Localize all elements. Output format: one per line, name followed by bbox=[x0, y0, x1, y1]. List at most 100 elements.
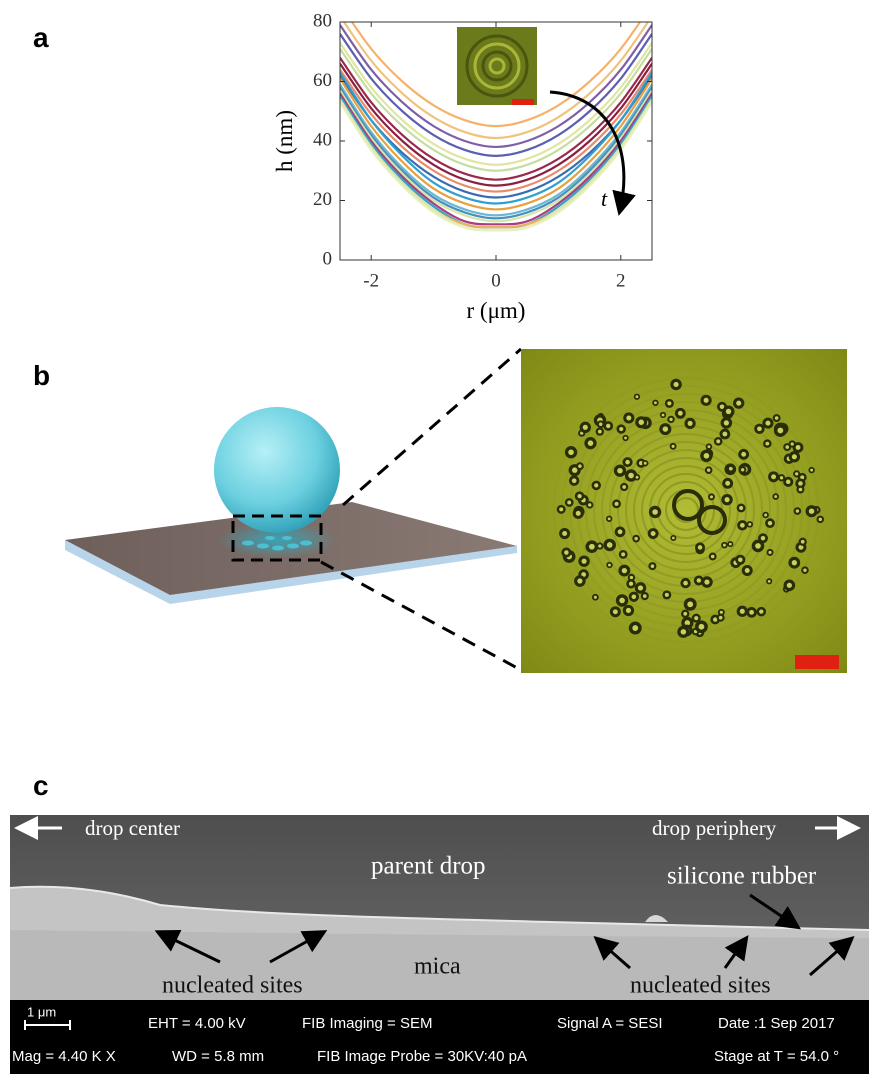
figure: a b c 020406080-202t h (nm) r (μm) drop … bbox=[0, 0, 869, 1074]
bubble-center bbox=[786, 480, 791, 485]
bubble-center bbox=[809, 508, 814, 513]
bubble-center bbox=[749, 610, 754, 615]
bubble-center bbox=[694, 616, 698, 620]
bubble-center bbox=[639, 420, 644, 425]
scale-bar bbox=[512, 99, 534, 105]
bubble-center bbox=[707, 445, 710, 448]
info-text: Date :1 Sep 2017 bbox=[718, 1015, 835, 1032]
bubble-center bbox=[683, 612, 687, 616]
annotation: parent drop bbox=[371, 853, 486, 880]
bubble-center bbox=[651, 531, 656, 536]
bubble-center bbox=[652, 509, 658, 515]
bubble-center bbox=[634, 537, 637, 540]
bubble-center bbox=[765, 442, 769, 446]
bubble-center bbox=[796, 445, 801, 450]
bubble-center bbox=[798, 481, 803, 486]
bubble-center bbox=[716, 439, 720, 443]
bubble-center bbox=[710, 495, 713, 498]
bubble-center bbox=[667, 401, 671, 405]
zoom-line bbox=[321, 562, 521, 670]
bubble-center bbox=[618, 529, 623, 534]
bubble-center bbox=[613, 609, 618, 614]
bubble-center bbox=[576, 511, 581, 516]
bubble-center bbox=[598, 430, 602, 434]
bubble-center bbox=[630, 576, 633, 579]
bubble-center bbox=[741, 468, 744, 471]
bubble-center bbox=[559, 507, 563, 511]
bubble-center bbox=[741, 452, 746, 457]
bubble-center bbox=[583, 425, 588, 430]
micrograph bbox=[521, 349, 847, 673]
bubble-center bbox=[608, 564, 611, 567]
zoom-line bbox=[343, 349, 521, 505]
bubble-center bbox=[598, 544, 601, 547]
bubble-center bbox=[738, 557, 743, 562]
bubble-center bbox=[687, 601, 693, 607]
scale-bar bbox=[795, 655, 839, 669]
bubble-center bbox=[626, 415, 631, 420]
bubble-center bbox=[791, 442, 794, 445]
bubble-center bbox=[796, 509, 799, 512]
bubble-center bbox=[678, 411, 683, 416]
bubble-center bbox=[619, 427, 623, 431]
y-tick-label: 20 bbox=[313, 189, 332, 210]
bubble-center bbox=[643, 594, 647, 598]
annotation: silicone rubber bbox=[667, 863, 817, 890]
annotation: drop center bbox=[85, 816, 180, 840]
bubble-center bbox=[588, 503, 591, 506]
panel-label: c bbox=[33, 770, 49, 801]
annotation: mica bbox=[414, 954, 461, 980]
bubble-center bbox=[801, 540, 805, 544]
bubble-center bbox=[594, 596, 597, 599]
bubble-center bbox=[724, 420, 729, 425]
bubble-center bbox=[594, 483, 598, 487]
bubble-center bbox=[768, 580, 771, 583]
panel-label: b bbox=[33, 360, 50, 391]
bubble-center bbox=[608, 517, 611, 520]
y-tick-label: 40 bbox=[313, 129, 332, 150]
annotation: nucleated sites bbox=[630, 973, 771, 999]
bubble-center bbox=[810, 469, 813, 472]
bubble-center bbox=[765, 421, 770, 426]
bubble-center bbox=[606, 424, 610, 428]
bubble-center bbox=[740, 609, 745, 614]
bubble-center bbox=[663, 426, 668, 431]
bubble-center bbox=[672, 445, 675, 448]
bubble-center bbox=[607, 542, 613, 548]
bubble-center bbox=[723, 544, 726, 547]
bubble-center bbox=[799, 488, 803, 492]
bubble-center bbox=[711, 555, 715, 559]
bubble-center bbox=[625, 460, 630, 465]
info-text: 1 μm bbox=[27, 1004, 56, 1019]
panel-label: a bbox=[33, 22, 49, 53]
bubble-center bbox=[720, 611, 723, 614]
bubble-center bbox=[729, 467, 733, 471]
bubble-center bbox=[755, 543, 761, 549]
x-axis-label: r (μm) bbox=[467, 298, 526, 323]
bubble-center bbox=[780, 476, 783, 479]
drop bbox=[214, 407, 340, 533]
bubble-center bbox=[726, 409, 731, 414]
bubble-center bbox=[707, 468, 710, 471]
bubble-center bbox=[568, 449, 574, 455]
bubble-center bbox=[622, 568, 627, 573]
bubble-center bbox=[729, 543, 732, 546]
bubble-center bbox=[589, 544, 595, 550]
bubble-center bbox=[761, 536, 765, 540]
info-text: EHT = 4.00 kV bbox=[148, 1015, 246, 1032]
bubble-center bbox=[792, 560, 797, 565]
bubble-center bbox=[615, 502, 619, 506]
bubble-center bbox=[704, 579, 709, 584]
bubble-center bbox=[621, 552, 625, 556]
bubble-center bbox=[672, 537, 675, 540]
info-text: Stage at T = 54.0 ° bbox=[714, 1048, 839, 1065]
x-tick-label: -2 bbox=[363, 270, 379, 291]
bubble-center bbox=[681, 629, 686, 634]
bubble-center bbox=[764, 514, 767, 517]
bubble-center bbox=[819, 518, 822, 521]
bubble-center bbox=[564, 550, 568, 554]
bubble-center bbox=[644, 462, 647, 465]
bubble-center bbox=[771, 474, 776, 479]
bubble-center bbox=[768, 551, 771, 554]
bubble-center bbox=[624, 437, 627, 440]
